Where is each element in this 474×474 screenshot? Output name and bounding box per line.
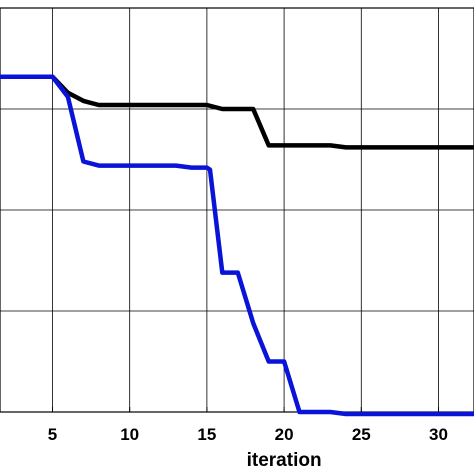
x-tick-label: 30 <box>429 425 448 444</box>
x-tick-label: 25 <box>352 425 371 444</box>
series-line-1 <box>0 74 474 150</box>
x-tick-label: 15 <box>197 425 216 444</box>
x-tick-label: 10 <box>120 425 139 444</box>
x-axis-title: iteration <box>247 450 322 471</box>
plot-frame <box>0 7 474 413</box>
series-line-2 <box>0 74 474 417</box>
x-tick-label: 20 <box>275 425 294 444</box>
x-tick-labels: 5 10 15 20 25 30 <box>48 407 448 444</box>
grid-lines <box>0 7 474 412</box>
series-lines <box>0 74 474 417</box>
x-tick-label: 5 <box>48 425 57 444</box>
